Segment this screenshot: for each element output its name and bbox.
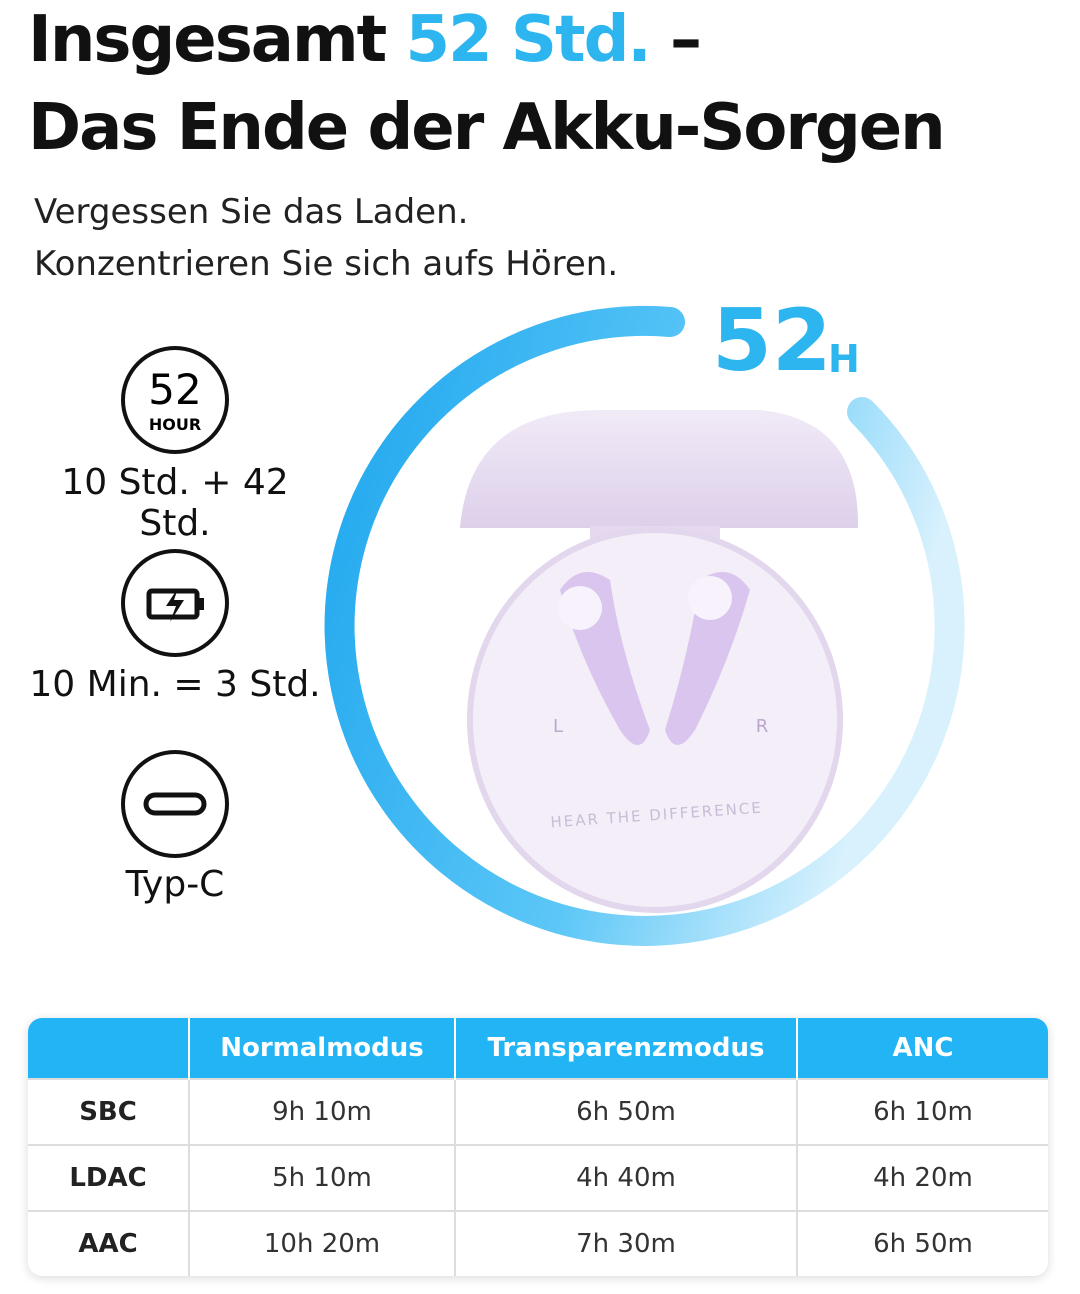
feature-caption: 10 Min. = 3 Std. — [29, 664, 321, 705]
cell: 6h 10m — [797, 1078, 1048, 1145]
column-header: ANC — [797, 1018, 1048, 1079]
corner — [28, 1018, 190, 1079]
case-left: L — [553, 716, 563, 737]
cell: 5h 10m — [189, 1144, 456, 1211]
case-lid — [460, 410, 859, 528]
row-label: AAC — [28, 1210, 190, 1276]
usb-c-icon — [143, 792, 207, 816]
bolt — [166, 588, 184, 622]
runtime-table: Normalmodus Transparenzmodus ANC SBC 9h 10m… — [28, 1018, 1048, 1276]
title: Insgesamt 52 Std. – Das Ende der Akku-Sor… — [28, 0, 946, 172]
title-line2: Das Ende der Akku-Sorgen — [28, 91, 946, 165]
header-row: Normalmodus Transparenzmodus ANC — [28, 1018, 1048, 1079]
icon-number: 52 — [148, 365, 201, 414]
table-row: SBC 9h 10m 6h 50m 6h 10m — [28, 1078, 1048, 1145]
title-highlight: 52 Std. — [405, 3, 652, 77]
ring-number: 52 — [712, 291, 832, 391]
subtitle-line: Vergessen Sie das Laden. — [34, 192, 469, 232]
title-dash: – — [669, 3, 702, 77]
icon-unit: HOUR — [149, 415, 201, 434]
battery-tip — [198, 598, 204, 610]
feature-caption: 10 Std. + 42 Std. — [61, 462, 289, 544]
earbud — [665, 572, 750, 745]
illustration: 52 H L R HEAR THE DIFFERENCE 52 HOUR — [121, 291, 965, 946]
icon-circle — [121, 750, 229, 858]
cell: 6h 50m — [797, 1210, 1048, 1276]
column-header: Transparenzmodus — [455, 1018, 798, 1079]
table-row: LDAC 5h 10m 4h 40m 4h 20m — [28, 1144, 1048, 1211]
icon-circle — [121, 549, 229, 657]
ring — [324, 305, 965, 946]
ring-unit: H — [828, 337, 860, 381]
cell: 9h 10m — [189, 1078, 456, 1145]
cell: 4h 20m — [797, 1144, 1048, 1211]
table-row: AAC 10h 20m 7h 30m 6h 50m — [28, 1210, 1048, 1276]
title-start: Insgesamt — [28, 3, 387, 77]
cell: 6h 50m — [455, 1078, 798, 1145]
case-right: R — [756, 716, 769, 737]
subtitle: Vergessen Sie das Laden. Konzentrieren Si… — [34, 186, 618, 290]
cell: 10h 20m — [189, 1210, 456, 1276]
row-label: SBC — [28, 1078, 190, 1145]
subtitle-line: Konzentrieren Sie sich aufs Hören. — [34, 244, 619, 284]
row-label: LDAC — [28, 1144, 190, 1211]
case-body — [467, 527, 843, 913]
feature-caption: Typ-C — [125, 864, 225, 905]
cell: 4h 40m — [455, 1144, 798, 1211]
cell: 7h 30m — [455, 1210, 798, 1276]
column-header: Normalmodus — [189, 1018, 456, 1079]
earbud-logo — [688, 576, 732, 620]
icon-circle — [121, 346, 229, 454]
earbud-logo — [558, 586, 602, 630]
